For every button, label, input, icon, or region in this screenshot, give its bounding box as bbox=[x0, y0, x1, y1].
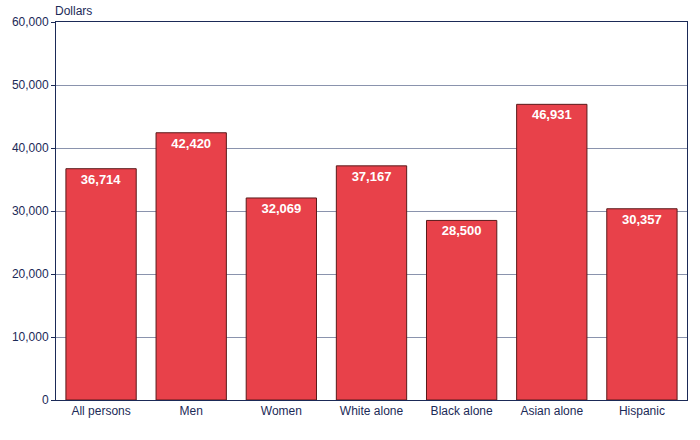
svg-text:40,000: 40,000 bbox=[12, 141, 49, 155]
svg-text:28,500: 28,500 bbox=[442, 223, 482, 238]
svg-text:60,000: 60,000 bbox=[12, 15, 49, 29]
svg-text:50,000: 50,000 bbox=[12, 78, 49, 92]
svg-text:Men: Men bbox=[180, 404, 203, 418]
svg-text:30,000: 30,000 bbox=[12, 204, 49, 218]
svg-text:36,714: 36,714 bbox=[81, 172, 122, 187]
svg-text:32,069: 32,069 bbox=[261, 201, 301, 216]
svg-text:46,931: 46,931 bbox=[532, 107, 572, 122]
svg-text:Women: Women bbox=[261, 404, 302, 418]
svg-text:All persons: All persons bbox=[71, 404, 130, 418]
svg-text:Hispanic: Hispanic bbox=[619, 404, 665, 418]
svg-text:Asian alone: Asian alone bbox=[520, 404, 583, 418]
svg-text:10,000: 10,000 bbox=[12, 330, 49, 344]
svg-text:30,357: 30,357 bbox=[622, 212, 662, 227]
svg-text:37,167: 37,167 bbox=[352, 169, 392, 184]
svg-text:Dollars: Dollars bbox=[55, 4, 92, 18]
svg-text:42,420: 42,420 bbox=[171, 136, 211, 151]
svg-text:Black alone: Black alone bbox=[431, 404, 493, 418]
svg-text:0: 0 bbox=[42, 393, 49, 407]
svg-text:20,000: 20,000 bbox=[12, 267, 49, 281]
svg-text:White alone: White alone bbox=[340, 404, 404, 418]
